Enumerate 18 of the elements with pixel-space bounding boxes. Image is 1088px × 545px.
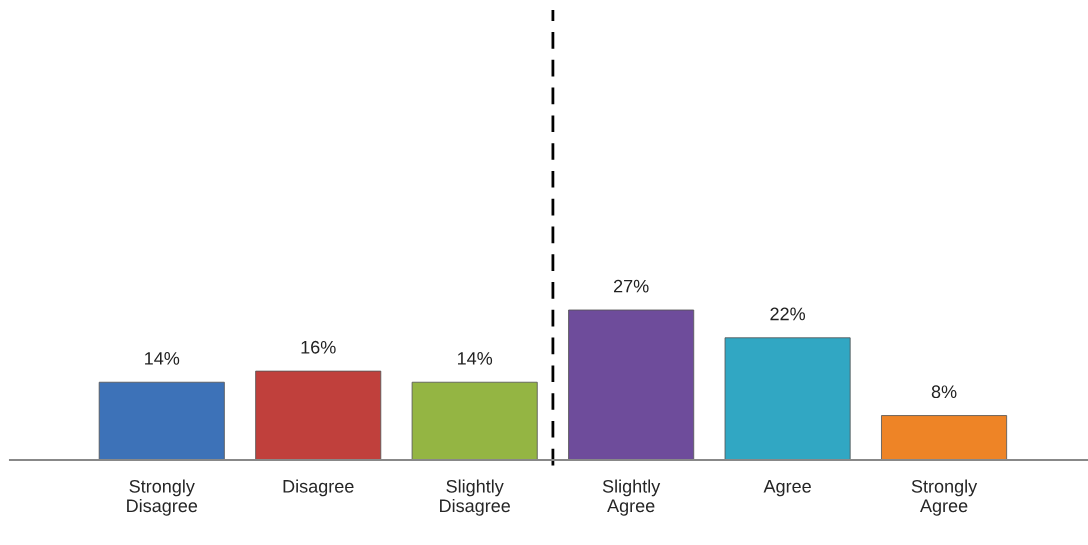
x-tick-label: Disagree	[283, 479, 354, 497]
x-tick-label: Strongly Agree	[911, 479, 978, 516]
x-tick-label: Agree	[763, 480, 811, 497]
bar	[724, 337, 851, 460]
bar	[255, 370, 382, 460]
bar	[411, 381, 538, 460]
data-label: 16%	[301, 340, 336, 354]
bar	[98, 381, 225, 460]
x-tick-label: Strongly Disagree	[127, 479, 198, 516]
x-tick-label: Slightly Agree	[602, 479, 661, 516]
data-label: 22%	[770, 307, 806, 321]
data-label: 27%	[613, 279, 649, 293]
bar	[881, 415, 1008, 460]
x-tick-label: Slightly Disagree	[440, 479, 511, 516]
data-label: 8%	[931, 385, 957, 399]
data-label: 14%	[457, 352, 493, 365]
bar	[568, 309, 695, 460]
data-label: 14%	[145, 352, 180, 365]
